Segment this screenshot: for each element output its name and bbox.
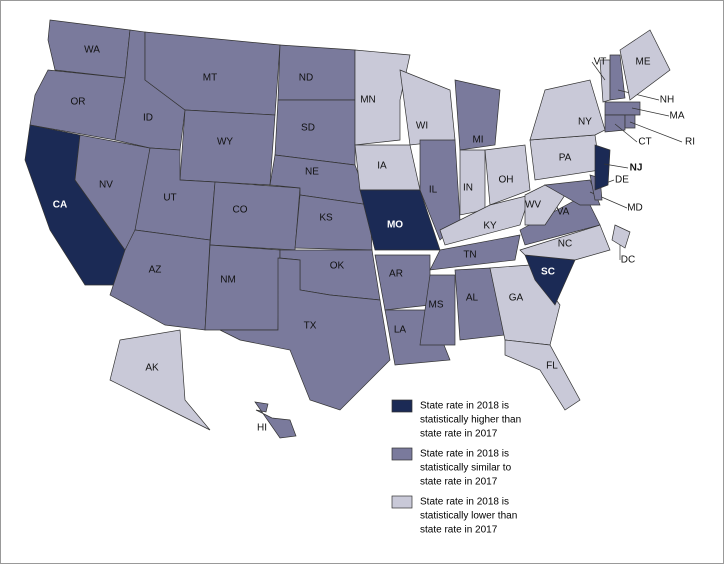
legend-label: state rate in 2017 (420, 477, 498, 488)
state (519, 224, 611, 261)
state-label: IL (429, 185, 438, 196)
legend-swatch (391, 399, 413, 413)
state-label: NC (558, 239, 572, 250)
state (484, 144, 531, 206)
state-label: MD (627, 203, 643, 214)
state-label: OH (499, 175, 514, 186)
state-label: IA (377, 161, 387, 172)
state (524, 184, 566, 226)
legend-label: State rate in 2018 is (420, 449, 509, 460)
leader-line (629, 121, 683, 143)
state-label: TX (304, 321, 317, 332)
state (609, 54, 626, 101)
state (274, 99, 356, 166)
state-label: NV (99, 180, 113, 191)
state-label: SC (541, 267, 555, 278)
legend-label: state rate in 2017 (420, 429, 498, 440)
state-label: NM (220, 275, 236, 286)
state-label: MI (472, 135, 483, 146)
state (419, 274, 456, 346)
legend-label: state rate in 2017 (420, 525, 498, 536)
state (604, 101, 641, 116)
state (204, 244, 281, 331)
leader-line (614, 123, 638, 143)
leader-line (617, 89, 660, 101)
state-label: VA (557, 207, 570, 218)
state (219, 257, 391, 411)
state (543, 179, 601, 206)
state-label: LA (394, 325, 407, 336)
state-label: MA (670, 111, 685, 122)
state-label: AL (466, 293, 479, 304)
legend-swatch (391, 495, 413, 509)
legend-label: statistically similar to (420, 463, 512, 474)
leader-line (631, 107, 670, 117)
state-label: NY (578, 117, 592, 128)
state (354, 49, 411, 146)
state-label: VT (594, 57, 607, 68)
state-label: KY (483, 221, 497, 232)
state (529, 79, 606, 141)
state-label: ID (143, 113, 153, 124)
state-label: MN (360, 95, 376, 106)
state-label: WV (525, 200, 541, 211)
state (277, 44, 356, 101)
state-label: ND (299, 73, 313, 84)
state (47, 19, 131, 79)
state-label: WI (416, 121, 428, 132)
state-label: AZ (149, 265, 162, 276)
leader-line (603, 163, 629, 169)
state (504, 339, 581, 411)
state-label: MS (429, 300, 444, 311)
state-label: MO (387, 220, 403, 231)
state-label: FL (546, 361, 558, 372)
state (209, 181, 301, 251)
state-label: UT (163, 193, 176, 204)
state (354, 144, 421, 191)
state-label: NJ (630, 163, 643, 174)
state (254, 401, 297, 439)
state-label: OR (71, 97, 86, 108)
state-label: WY (217, 137, 233, 148)
state-label: IN (463, 183, 473, 194)
state (109, 329, 211, 431)
state-label: SD (301, 123, 315, 134)
state (619, 29, 671, 101)
state-label: CT (638, 137, 651, 148)
legend-swatch (391, 447, 413, 461)
legend-label: statistically lower than (420, 511, 517, 522)
state (611, 224, 631, 249)
state-label: NE (305, 167, 319, 178)
state (109, 229, 211, 331)
state-label: WA (84, 45, 100, 56)
state-label: CA (53, 200, 67, 211)
state-label: PA (559, 153, 572, 164)
legend-label: statistically higher than (420, 415, 521, 426)
state (429, 234, 521, 271)
state-label: CO (233, 205, 248, 216)
state (29, 69, 126, 141)
state-label: TN (463, 250, 476, 261)
state (594, 144, 611, 191)
leader-line (591, 61, 606, 81)
state-label: DE (615, 175, 629, 186)
state-label: ME (636, 57, 651, 68)
legend-label: State rate in 2018 is (420, 401, 509, 412)
state-label: DC (621, 255, 635, 266)
state-label: KS (319, 213, 333, 224)
state-label: MT (203, 73, 217, 84)
state (624, 114, 636, 129)
state-label: RI (685, 137, 695, 148)
state-label: AK (145, 363, 159, 374)
state-label: AR (389, 269, 403, 280)
state (374, 254, 431, 311)
state (519, 194, 601, 246)
state-label: HI (257, 423, 267, 434)
state-label: NH (660, 95, 674, 106)
legend-label: State rate in 2018 is (420, 497, 509, 508)
state-label: GA (509, 293, 524, 304)
state (454, 79, 501, 151)
state-label: OK (330, 261, 345, 272)
